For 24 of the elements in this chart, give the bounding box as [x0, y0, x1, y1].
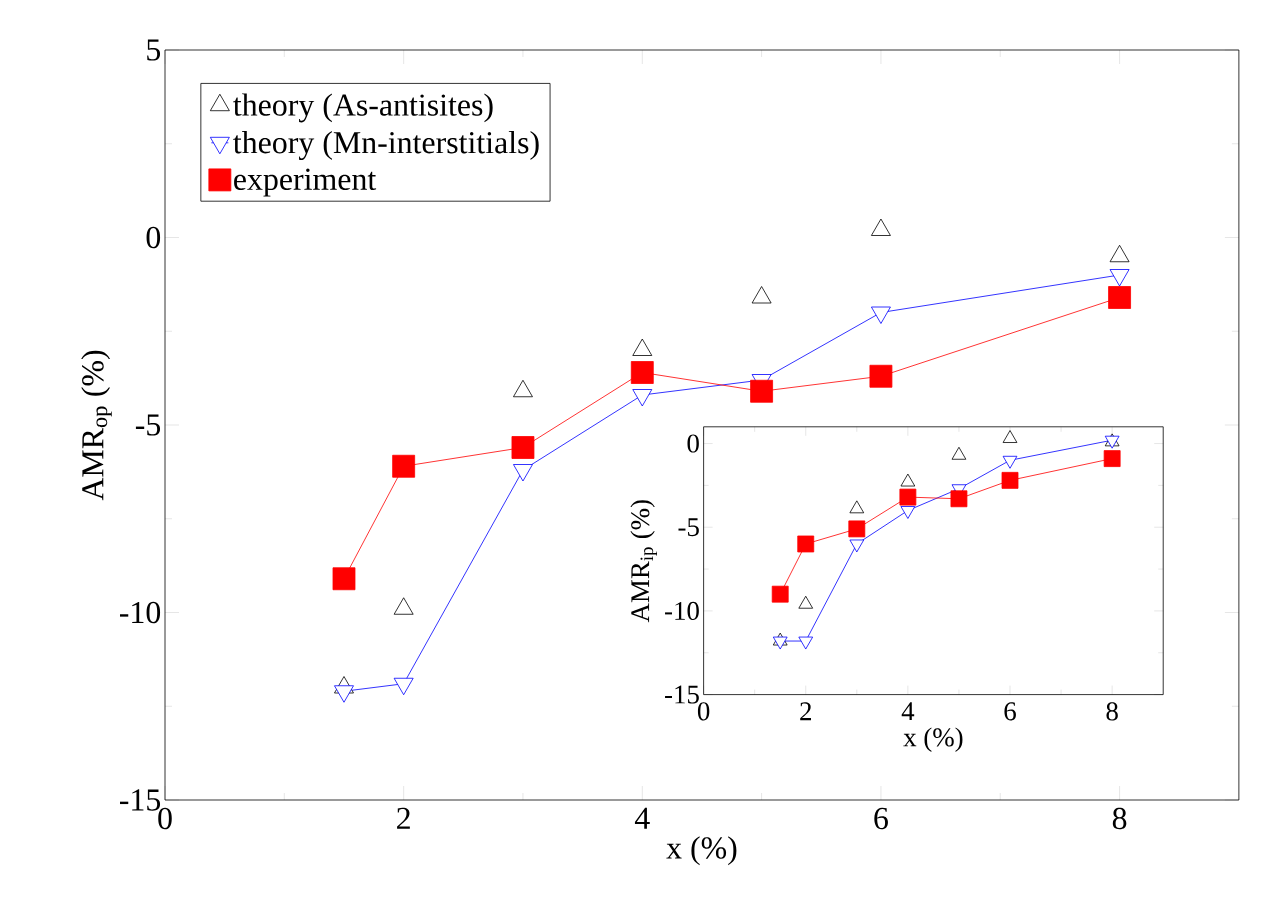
x-axis-title: x (%)	[903, 727, 963, 752]
y-tick-label: -10	[665, 601, 699, 620]
y-tick-label: 0	[146, 226, 161, 249]
y-tick-label: 0	[687, 434, 699, 453]
x-tick-label: 6	[874, 807, 888, 830]
y-tick-label: -15	[119, 789, 161, 811]
x-tick-label: 2	[397, 807, 410, 829]
y-axis-title: AMR$_{op}$ (%)	[81, 350, 112, 501]
x-tick-label: 2	[800, 702, 811, 721]
y-tick-label: 5	[147, 39, 161, 61]
y-tick-label: -15	[665, 685, 699, 704]
x-axis-title: x (%)	[666, 836, 737, 866]
y-tick-label: -10	[119, 601, 161, 624]
x-tick-label: 8	[1106, 702, 1118, 721]
x-tick-label: 6	[1004, 702, 1016, 721]
y-tick-label: -5	[135, 414, 161, 436]
legend-label: theory (Mn-interstitials)	[233, 131, 539, 160]
legend-label: experiment	[234, 168, 377, 197]
x-tick-label: 8	[1112, 807, 1127, 830]
x-tick-label: 4	[901, 702, 915, 721]
y-axis-title: AMR$_{ip}$ (%)	[630, 500, 657, 623]
y-tick-label: -5	[678, 518, 699, 537]
x-tick-label: 4	[634, 807, 650, 829]
legend-label: theory (As-antisites)	[233, 93, 493, 123]
